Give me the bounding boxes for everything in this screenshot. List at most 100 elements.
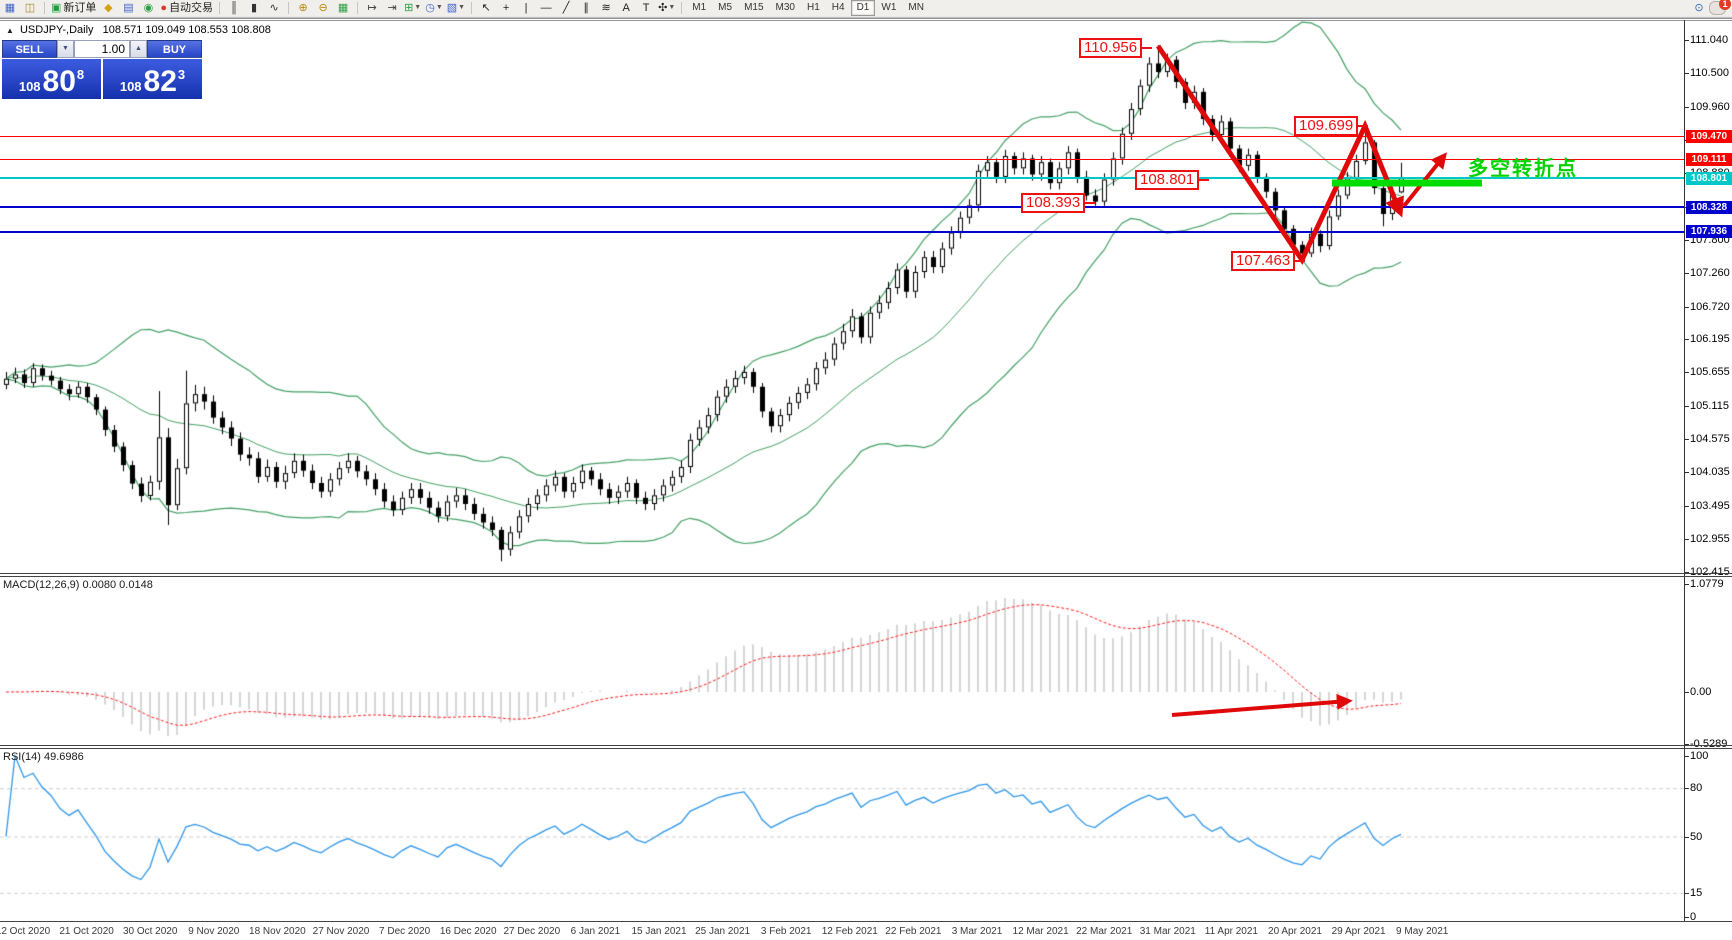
toolbar-separator [219,2,221,14]
vertical-line-icon: | [524,2,528,14]
main-macd-separator[interactable] [0,573,1732,574]
tile-windows-icon[interactable]: ▦ [333,1,353,15]
price-callout-label[interactable]: 109.699 [1294,116,1369,136]
new-order-button[interactable]: ▣ 新订单 [49,1,98,15]
crosshair-icon[interactable]: + [496,1,516,15]
search-icon[interactable]: ⊙ [1694,2,1704,14]
rsi-axis-label: 80 [1690,782,1703,795]
auto-scroll-icon[interactable]: ↦ [362,1,382,15]
text-label-icon[interactable]: T [636,1,656,15]
price-axis-label: 109.960 [1690,100,1730,113]
date-axis-label: 3 Mar 2021 [951,926,1003,937]
templates-icon-dropdown[interactable]: ▼ [458,4,466,11]
timeframe-w1[interactable]: W1 [881,2,897,13]
arrows-icon-dropdown[interactable]: ▼ [668,4,676,11]
price-axis-tick [1684,306,1689,308]
toolbar-separator [44,2,45,14]
volume-increase-button[interactable]: ▲ [130,40,147,58]
chart-profiles-icon[interactable]: ◫ [20,1,40,15]
timeframe-m1[interactable]: M1 [692,2,707,13]
text-label-icon: T [642,2,650,14]
volume-decrease-button[interactable]: ▼ [57,40,74,58]
price-callout-label[interactable]: 108.393 [1021,193,1096,213]
timeframe-m30[interactable]: M30 [775,2,795,13]
fibonacci-icon[interactable]: ≋ [596,1,616,15]
bar-chart-icon[interactable]: ║ [224,1,244,15]
toolbar-separator [288,2,290,14]
zoom-in-icon[interactable]: ⊕ [293,1,313,15]
autotrading-button[interactable]: ● 自动交易 [158,1,215,15]
candlestick-chart-icon[interactable]: ▮ [244,1,264,15]
buy-button[interactable]: BUY [147,40,202,58]
timeframe-h4[interactable]: H4 [831,2,845,13]
web-community-icon: ◉ [143,2,154,14]
toolbar-divider [0,16,1732,19]
horizontal-line-icon[interactable]: — [536,1,556,15]
rsi-axis-tick [1684,756,1689,757]
price-level-tag: 108.801 [1686,171,1732,185]
indicators-add-icon-dropdown[interactable]: ▼ [414,4,422,11]
text-icon: A [622,2,630,14]
price-axis-label: 103.495 [1690,499,1730,512]
ask-price-panel[interactable]: 108 82 3 [103,59,202,99]
horizontal-line-object[interactable] [0,230,1684,233]
rsi-indicator-label: RSI(14) 49.6986 [3,751,84,763]
web-community-icon[interactable]: ◉ [138,1,158,15]
new-chart-icon[interactable]: ▦ [0,1,20,15]
bull-bear-turning-point-note[interactable]: 多空转折点 [1468,158,1578,180]
toolbar-separator [471,2,473,14]
text-icon[interactable]: A [616,1,636,15]
chart-shift-icon[interactable]: ⇥ [382,1,402,15]
price-axis-tick [1684,572,1689,574]
volume-input[interactable] [74,40,130,58]
chart-ohlc-values: 108.571 109.049 108.553 108.808 [102,24,271,36]
cursor-icon[interactable]: ↖ [476,1,496,15]
price-callout-label[interactable]: 110.956 [1079,38,1153,58]
date-axis-label: 3 Feb 2021 [760,926,812,937]
price-axis-label: 107.260 [1690,267,1730,280]
date-axis-label: 21 Oct 2020 [59,926,114,937]
timeframe-d1[interactable]: D1 [850,0,876,16]
line-chart-icon[interactable]: ∿ [264,1,284,15]
collapse-arrow-icon[interactable]: ▲ [6,26,14,35]
timeframe-m15[interactable]: M15 [744,2,764,13]
price-axis-tick [1684,372,1689,374]
templates-icon[interactable]: ▧ ▼ [445,1,467,15]
horizontal-line-object[interactable] [0,136,1684,138]
indicators-add-icon[interactable]: ⊞ ▼ [402,1,423,15]
price-axis-label: 105.655 [1690,366,1730,379]
zoom-out-icon[interactable]: ⊖ [313,1,333,15]
macd-rsi-separator-2[interactable] [0,748,1732,749]
date-axis-label: 27 Dec 2020 [503,926,561,937]
new-chart-icon: ▦ [4,2,16,14]
ask-pipette: 3 [177,67,186,82]
market-watch-icon[interactable]: ◆ [98,1,118,15]
timeframe-m5[interactable]: M5 [718,2,733,13]
main-macd-separator-2[interactable] [0,576,1732,577]
sell-button[interactable]: SELL [2,40,57,58]
vertical-line-icon[interactable]: | [516,1,536,15]
periods-clock-icon-dropdown[interactable]: ▼ [435,4,443,11]
date-axis-label: 7 Dec 2020 [379,926,431,937]
price-axis-tick [1684,40,1689,41]
trendline-icon[interactable]: ╱ [556,1,576,15]
periods-clock-icon[interactable]: ◷ ▼ [423,1,445,15]
price-callout-label[interactable]: 108.801 [1135,170,1210,190]
data-window-icon[interactable]: ▤ [118,1,138,15]
timeframe-mn[interactable]: MN [908,2,924,13]
chat-icon[interactable]: 1 [1709,0,1731,15]
equidistant-channel-icon: ∥ [583,2,589,14]
arrows-icon[interactable]: ✣ ▼ [656,1,677,15]
ask-big-figure: 108 [119,79,142,94]
horizontal-line-object[interactable] [0,206,1684,209]
macd-rsi-separator[interactable] [0,745,1732,746]
chart-title: ▲ USDJPY-,Daily 108.571 109.049 108.553 … [6,24,271,36]
horizontal-line-object[interactable] [0,177,1684,180]
timeframe-h1[interactable]: H1 [806,2,820,13]
horizontal-line-object[interactable] [0,158,1684,160]
bid-price-panel[interactable]: 108 80 8 [2,59,101,99]
price-callout-label[interactable]: 107.463 [1231,251,1306,271]
arrows-icon: ✣ [658,2,668,14]
equidistant-channel-icon[interactable]: ∥ [576,1,596,15]
